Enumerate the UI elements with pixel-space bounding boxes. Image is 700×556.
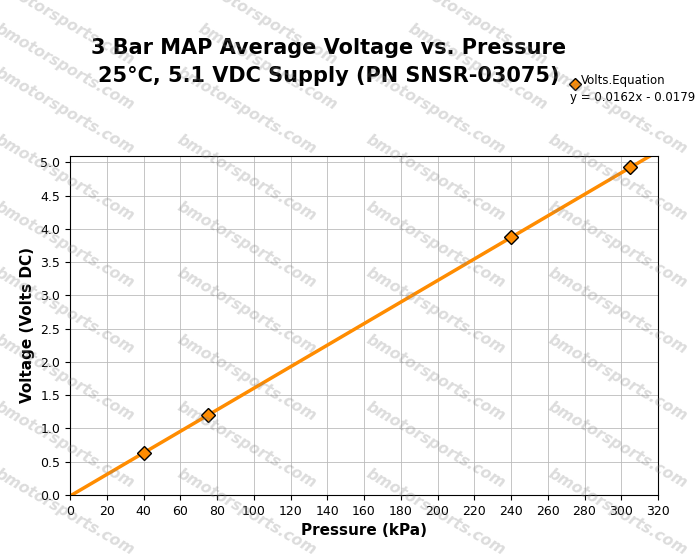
Text: bmotorsports.com: bmotorsports.com xyxy=(175,332,319,424)
Text: bmotorsports.com: bmotorsports.com xyxy=(0,65,137,157)
Text: bmotorsports.com: bmotorsports.com xyxy=(0,132,137,224)
Text: bmotorsports.com: bmotorsports.com xyxy=(546,198,690,291)
Text: bmotorsports.com: bmotorsports.com xyxy=(0,332,137,424)
Text: bmotorsports.com: bmotorsports.com xyxy=(175,465,319,556)
Text: bmotorsports.com: bmotorsports.com xyxy=(546,332,690,424)
Text: bmotorsports.com: bmotorsports.com xyxy=(546,265,690,358)
Text: bmotorsports.com: bmotorsports.com xyxy=(546,65,690,157)
Text: bmotorsports.com: bmotorsports.com xyxy=(0,21,137,113)
Text: bmotorsports.com: bmotorsports.com xyxy=(175,399,319,491)
Text: bmotorsports.com: bmotorsports.com xyxy=(406,0,550,68)
Y-axis label: Voltage (Volts DC): Voltage (Volts DC) xyxy=(20,247,35,403)
Text: bmotorsports.com: bmotorsports.com xyxy=(364,132,508,224)
Text: bmotorsports.com: bmotorsports.com xyxy=(175,265,319,358)
Text: y = 0.0162x - 0.0179: y = 0.0162x - 0.0179 xyxy=(570,91,696,104)
Text: bmotorsports.com: bmotorsports.com xyxy=(546,132,690,224)
Text: bmotorsports.com: bmotorsports.com xyxy=(364,465,508,556)
Text: bmotorsports.com: bmotorsports.com xyxy=(364,332,508,424)
Text: bmotorsports.com: bmotorsports.com xyxy=(175,132,319,224)
Text: bmotorsports.com: bmotorsports.com xyxy=(175,198,319,291)
Text: bmotorsports.com: bmotorsports.com xyxy=(364,65,508,157)
Text: bmotorsports.com: bmotorsports.com xyxy=(196,0,340,68)
Text: bmotorsports.com: bmotorsports.com xyxy=(0,399,137,491)
Text: bmotorsports.com: bmotorsports.com xyxy=(364,198,508,291)
Text: bmotorsports.com: bmotorsports.com xyxy=(546,399,690,491)
Text: bmotorsports.com: bmotorsports.com xyxy=(406,21,550,113)
Text: bmotorsports.com: bmotorsports.com xyxy=(364,265,508,358)
X-axis label: Pressure (kPa): Pressure (kPa) xyxy=(301,523,427,538)
Text: 3 Bar MAP Average Voltage vs. Pressure: 3 Bar MAP Average Voltage vs. Pressure xyxy=(92,38,566,58)
Text: bmotorsports.com: bmotorsports.com xyxy=(175,65,319,157)
Text: bmotorsports.com: bmotorsports.com xyxy=(0,198,137,291)
Text: bmotorsports.com: bmotorsports.com xyxy=(546,465,690,556)
Text: Volts.Equation: Volts.Equation xyxy=(581,74,666,87)
Text: bmotorsports.com: bmotorsports.com xyxy=(0,265,137,358)
Text: bmotorsports.com: bmotorsports.com xyxy=(0,0,137,68)
Text: bmotorsports.com: bmotorsports.com xyxy=(364,399,508,491)
Text: bmotorsports.com: bmotorsports.com xyxy=(196,21,340,113)
Text: 25°C, 5.1 VDC Supply (PN SNSR-03075): 25°C, 5.1 VDC Supply (PN SNSR-03075) xyxy=(98,66,560,86)
Text: bmotorsports.com: bmotorsports.com xyxy=(0,465,137,556)
